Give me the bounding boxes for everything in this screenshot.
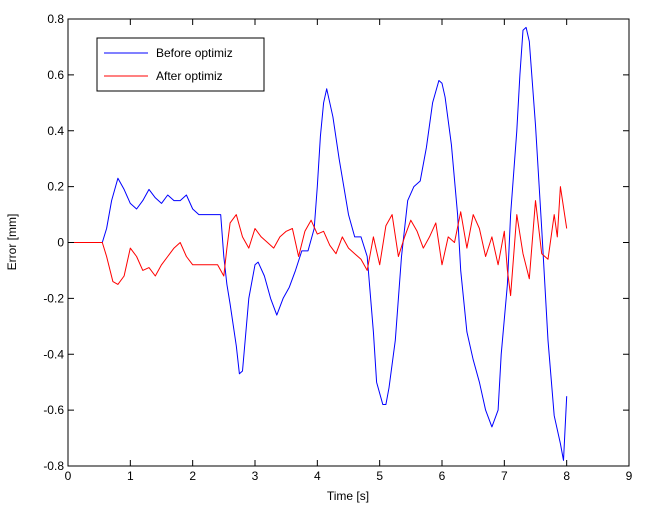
y-tick-label: -0.8 <box>43 459 64 473</box>
y-tick-label: 0.8 <box>47 12 64 26</box>
x-tick-label: 6 <box>439 469 446 483</box>
x-tick-label: 9 <box>626 469 633 483</box>
y-axis-label: Error [mm] <box>5 214 19 271</box>
y-tick-label: 0 <box>57 236 64 250</box>
legend-label-after: After optimiz <box>156 69 223 83</box>
x-tick-label: 4 <box>314 469 321 483</box>
x-tick-label: 5 <box>376 469 383 483</box>
plot-area <box>67 18 630 467</box>
y-tick-label: -0.2 <box>43 291 64 305</box>
x-tick-label: 7 <box>501 469 508 483</box>
series-layer <box>68 26 568 461</box>
legend-label-before: Before optimiz <box>156 46 233 60</box>
legend: Before optimiz After optimiz <box>96 37 265 92</box>
y-tick-label: -0.6 <box>43 403 64 417</box>
x-tick-label: 2 <box>189 469 196 483</box>
y-tick-label: -0.4 <box>43 347 64 361</box>
y-tick-label: 0.4 <box>47 124 64 138</box>
y-tick-label: 0.6 <box>47 68 64 82</box>
axis-ticks: 0 1 2 3 4 5 6 7 8 9 0.8 0.6 0.4 0.2 0 -0.2 -0.4 -0.6 -0.8 <box>43 12 632 483</box>
x-tick-label: 0 <box>65 469 72 483</box>
x-tick-label: 8 <box>563 469 570 483</box>
series-line-before <box>68 26 568 461</box>
x-tick-label: 3 <box>252 469 259 483</box>
x-axis-label: Time [s] <box>327 489 369 503</box>
legend-box <box>96 37 265 92</box>
series-line-after <box>68 186 568 297</box>
x-tick-label: 1 <box>127 469 134 483</box>
y-tick-label: 0.2 <box>47 180 64 194</box>
